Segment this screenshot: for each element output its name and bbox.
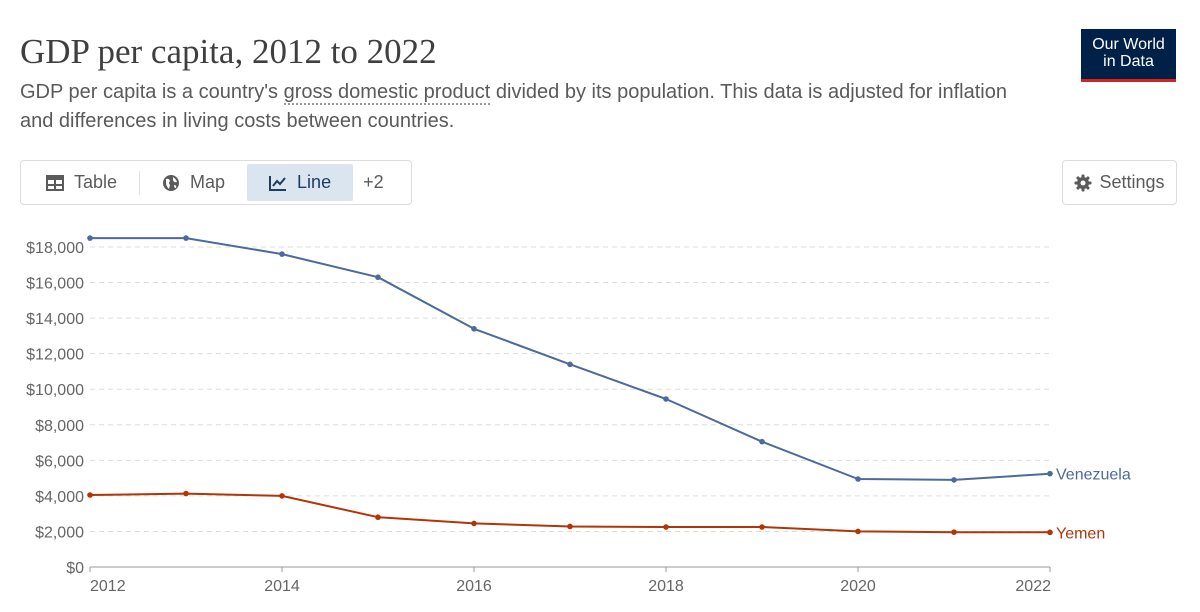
subtitle-text-end: divided by its population. This data is … bbox=[20, 81, 1007, 132]
venezuela-point bbox=[759, 438, 765, 445]
yemen-point bbox=[183, 490, 189, 497]
yemen-point bbox=[87, 492, 93, 498]
venezuela-point bbox=[855, 476, 861, 482]
yemen-point bbox=[471, 520, 477, 527]
venezuela-point bbox=[663, 396, 669, 402]
gridlines bbox=[90, 246, 1050, 532]
venezuela-line bbox=[90, 237, 1051, 481]
y-tick-label: $4,000 bbox=[35, 489, 84, 506]
yemen-point bbox=[951, 529, 957, 535]
y-tick-label: $18,000 bbox=[26, 240, 84, 257]
axes: $0 $2,000 $4,000 $6,000 $8,000 $10,000 $12,000… bbox=[26, 240, 1051, 595]
y-tick-label: $12,000 bbox=[26, 347, 84, 364]
y-tick-label: $6,000 bbox=[35, 453, 84, 470]
tab-divider bbox=[139, 170, 141, 195]
line-chart: $0 $2,000 $4,000 $6,000 $8,000 $10,000 $12,000… bbox=[26, 235, 1131, 595]
tab-line[interactable]: Line bbox=[247, 164, 354, 201]
x-tick-label: 2022 bbox=[1015, 578, 1051, 595]
x-tick-label: 2018 bbox=[648, 578, 684, 595]
venezuela-point bbox=[375, 274, 381, 281]
chart-series: Venezuela Yemen bbox=[87, 235, 1131, 542]
x-tick-label: 2016 bbox=[456, 578, 492, 595]
y-tick-label: $8,000 bbox=[35, 418, 84, 435]
gear-icon bbox=[1074, 174, 1092, 192]
chart-subtitle: GDP per capita is a country's gross dome… bbox=[20, 78, 1040, 136]
owid-logo[interactable]: Our World in Data bbox=[1081, 29, 1176, 82]
yemen-point bbox=[1047, 529, 1053, 536]
chart-header: GDP per capita, 2012 to 2022 GDP per cap… bbox=[20, 30, 1040, 136]
series-yemen: Yemen bbox=[87, 490, 1105, 542]
yemen-point bbox=[855, 528, 861, 535]
page-title: GDP per capita, 2012 to 2022 bbox=[20, 32, 437, 71]
y-tick-label: $2,000 bbox=[35, 524, 84, 541]
view-tabs: Table Map Line +2 bbox=[20, 160, 412, 205]
tab-map-label: Map bbox=[190, 172, 226, 192]
logo-line-1: Our World bbox=[1092, 36, 1165, 53]
x-tick-label: 2020 bbox=[840, 578, 876, 595]
venezuela-point bbox=[183, 235, 189, 241]
y-tick-label: $10,000 bbox=[26, 382, 84, 399]
settings-button[interactable]: Settings bbox=[1062, 160, 1177, 205]
yemen-point bbox=[663, 524, 669, 530]
subtitle-text-start: GDP per capita is a country's bbox=[20, 81, 284, 103]
yemen-point bbox=[567, 523, 573, 530]
x-tick-label: 2012 bbox=[90, 578, 126, 595]
tab-line-label: Line bbox=[297, 172, 332, 192]
venezuela-point bbox=[567, 361, 573, 368]
settings-label: Settings bbox=[1099, 172, 1165, 192]
gdp-definition-link[interactable]: gross domestic product bbox=[283, 81, 491, 105]
y-tick-label: $14,000 bbox=[26, 311, 84, 328]
yemen-point bbox=[375, 514, 381, 521]
venezuela-point bbox=[87, 235, 93, 241]
venezuela-point bbox=[279, 251, 285, 257]
y-tick-label: $16,000 bbox=[26, 276, 84, 293]
x-tick-label: 2014 bbox=[264, 578, 300, 595]
tab-map[interactable]: Map bbox=[140, 164, 247, 201]
series-venezuela: Venezuela bbox=[87, 235, 1131, 484]
yemen-point bbox=[279, 493, 285, 499]
venezuela-point bbox=[471, 325, 477, 332]
line-chart-icon bbox=[269, 175, 287, 191]
yemen-label: Yemen bbox=[1056, 525, 1105, 542]
tab-table-label: Table bbox=[74, 172, 118, 192]
tab-table[interactable]: Table bbox=[24, 164, 139, 201]
globe-icon bbox=[162, 174, 180, 192]
yemen-point bbox=[759, 524, 765, 530]
more-tabs-button[interactable]: +2 bbox=[363, 172, 384, 192]
y-tick-label: $0 bbox=[66, 560, 84, 577]
logo-line-2: in Data bbox=[1103, 53, 1154, 70]
venezuela-point bbox=[951, 477, 957, 483]
venezuela-point bbox=[1047, 470, 1053, 477]
venezuela-label: Venezuela bbox=[1056, 467, 1131, 484]
table-icon bbox=[46, 174, 64, 191]
